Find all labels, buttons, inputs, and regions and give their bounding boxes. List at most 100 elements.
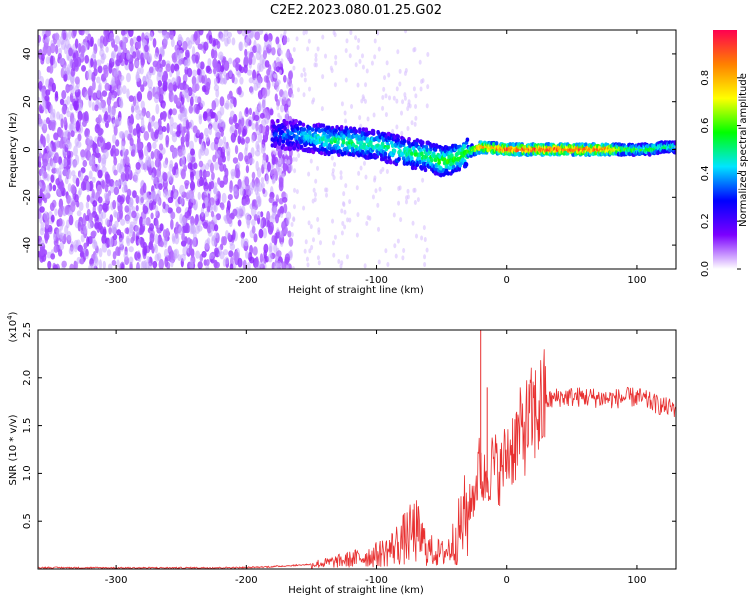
heatmap-cell xyxy=(444,164,449,169)
heatmap-cell xyxy=(49,43,56,54)
heatmap-cell xyxy=(130,103,135,115)
heatmap-cell xyxy=(50,120,56,131)
heatmap-cell xyxy=(223,60,230,72)
heatmap-cell xyxy=(265,128,270,137)
heatmap-cell xyxy=(78,42,82,53)
heatmap-cell xyxy=(211,171,215,181)
heatmap-cell xyxy=(86,181,91,193)
heatmap-cell xyxy=(402,138,407,144)
heatmap-cell xyxy=(57,248,63,257)
heatmap-cell xyxy=(340,260,344,266)
heatmap-cell xyxy=(96,184,102,195)
heatmap-cell xyxy=(169,174,175,184)
heatmap-cell xyxy=(291,93,295,99)
heatmap-cell xyxy=(177,149,183,157)
heatmap-cell xyxy=(143,145,149,157)
heatmap-cell xyxy=(87,212,93,224)
heatmap-cell xyxy=(129,137,134,147)
heatmap-cell xyxy=(266,68,271,76)
heatmap-cell xyxy=(74,76,80,85)
heatmap-cell xyxy=(131,149,136,157)
heatmap-cell xyxy=(55,138,60,149)
heatmap-cell xyxy=(292,204,296,210)
heatmap-cell xyxy=(365,68,369,74)
heatmap-cell xyxy=(302,92,306,98)
heatmap-cell xyxy=(371,129,376,134)
heatmap-cell xyxy=(99,42,104,51)
heatmap-cell xyxy=(88,170,93,180)
heatmap-cell xyxy=(314,62,318,68)
heatmap-cell xyxy=(218,51,224,61)
heatmap-cell xyxy=(212,49,218,59)
heatmap-cell xyxy=(180,195,184,206)
heatmap-cell xyxy=(172,253,178,260)
heatmap-cell xyxy=(140,57,146,66)
heatmap-cell xyxy=(435,144,440,149)
x-tick-label: -300 xyxy=(105,575,128,586)
heatmap-cell xyxy=(42,119,48,130)
heatmap-cell xyxy=(285,211,292,220)
heatmap-cell xyxy=(179,113,184,122)
heatmap-cell xyxy=(317,128,322,134)
heatmap-cell xyxy=(142,75,147,84)
heatmap-cell xyxy=(584,142,588,147)
heatmap-cell xyxy=(283,126,287,131)
heatmap-cell xyxy=(93,68,98,77)
x-tick-label: -100 xyxy=(365,575,388,586)
heatmap-cell xyxy=(62,168,68,177)
heatmap-cell xyxy=(344,183,348,189)
heatmap-cell xyxy=(279,96,283,102)
heatmap-cell xyxy=(364,82,368,88)
heatmap-cell xyxy=(322,130,327,136)
heatmap-cell xyxy=(143,130,150,141)
heatmap-cell xyxy=(231,37,236,46)
x-tick-label: 0 xyxy=(504,575,510,586)
heatmap-cell xyxy=(66,150,72,159)
heatmap-cell xyxy=(262,157,266,168)
heatmap-cell xyxy=(112,134,117,144)
heatmap-cell xyxy=(181,232,185,242)
x-tick-label: 100 xyxy=(627,275,646,286)
heatmap-cell xyxy=(63,73,68,82)
heatmap-cell xyxy=(157,30,163,34)
heatmap-cell xyxy=(206,65,211,72)
heatmap-cell xyxy=(348,217,352,223)
heatmap-cell xyxy=(180,253,186,262)
heatmap-cell xyxy=(311,198,315,204)
heatmap-cell xyxy=(181,216,187,227)
heatmap-cell xyxy=(120,263,125,269)
heatmap-cell xyxy=(249,32,254,40)
heatmap-cell xyxy=(357,38,361,44)
heatmap-cell xyxy=(66,230,72,241)
heatmap-cell xyxy=(180,136,186,143)
heatmap-cell xyxy=(144,32,150,39)
heatmap-cell xyxy=(213,84,220,92)
heatmap-cell xyxy=(90,57,94,68)
heatmap-cell xyxy=(92,80,96,91)
heatmap-cell xyxy=(423,237,427,243)
heatmap-cell xyxy=(414,141,419,146)
heatmap-cell xyxy=(358,127,362,132)
heatmap-cell xyxy=(349,128,354,134)
heatmap-cell xyxy=(227,232,231,241)
heatmap-cell xyxy=(140,117,145,129)
heatmap-cell xyxy=(56,111,61,120)
heatmap-cell xyxy=(204,210,210,217)
heatmap-cell xyxy=(439,172,443,178)
heatmap-cell xyxy=(256,144,261,153)
heatmap-cell xyxy=(169,124,174,136)
heatmap-cell xyxy=(51,142,57,152)
heatmap-cell xyxy=(281,261,287,269)
heatmap-cell xyxy=(272,168,278,175)
heatmap-cell xyxy=(157,80,163,88)
heatmap-cell xyxy=(87,220,93,230)
heatmap-cell xyxy=(210,111,216,119)
heatmap-cell xyxy=(324,53,328,59)
heatmap-cell xyxy=(113,44,119,52)
heatmap-cell xyxy=(356,212,360,218)
heatmap-cell xyxy=(256,183,260,193)
heatmap-cell xyxy=(414,103,418,109)
heatmap-cell xyxy=(231,73,235,84)
heatmap-cell xyxy=(319,150,324,156)
heatmap-cell xyxy=(251,219,256,227)
